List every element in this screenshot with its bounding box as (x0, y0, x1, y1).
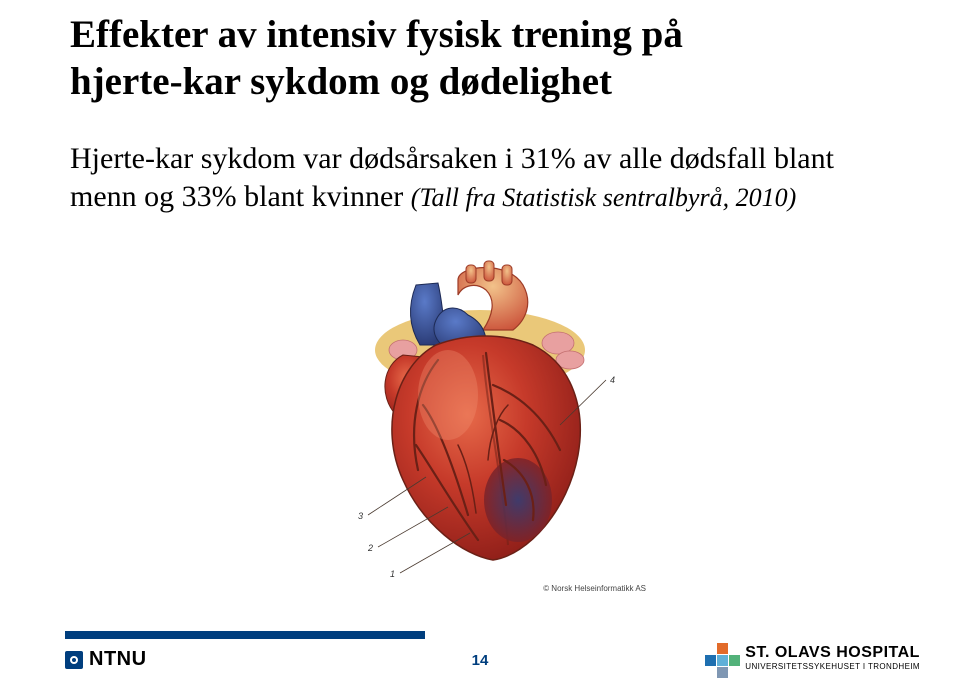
image-credit: © Norsk Helseinformatikk AS (543, 584, 646, 593)
leader-1: 1 (390, 569, 395, 579)
title-line-1: Effekter av intensiv fysisk trening på (70, 13, 683, 56)
stolav-text: ST. OLAVS HOSPITAL UNIVERSITETSSYKEHUSET… (745, 645, 920, 671)
leader-4: 4 (610, 375, 615, 385)
leader-3: 3 (358, 511, 363, 521)
stolav-sub: UNIVERSITETSSYKEHUSET I TRONDHEIM (745, 663, 920, 671)
body-citation: (Tall fra Statistisk sentralbyrå, 2010) (411, 183, 796, 212)
body-text: Hjerte-kar sykdom var dødsårsaken i 31% … (70, 140, 900, 215)
stolav-cross-icon (705, 643, 735, 673)
ntnu-logo: NTNU (65, 648, 147, 671)
heart-illustration: 4 3 2 1 © Norsk Helseinformatikk AS (308, 255, 652, 595)
footer-bar (65, 631, 425, 639)
footer: NTNU 14 ST. OLAVS HOSPITAL UNIVERSITETSS… (0, 621, 960, 681)
slide: Effekter av intensiv fysisk trening på h… (0, 0, 960, 681)
ntnu-mark-icon (65, 651, 83, 669)
slide-title: Effekter av intensiv fysisk trening på h… (70, 12, 900, 106)
title-line-2: hjerte-kar sykdom og dødelighet (70, 60, 612, 103)
leader-2: 2 (367, 543, 373, 553)
stolav-name: ST. OLAVS HOSPITAL (745, 645, 920, 661)
stolav-logo: ST. OLAVS HOSPITAL UNIVERSITETSSYKEHUSET… (705, 643, 920, 673)
page-number: 14 (472, 652, 489, 669)
ntnu-word: NTNU (89, 648, 147, 671)
